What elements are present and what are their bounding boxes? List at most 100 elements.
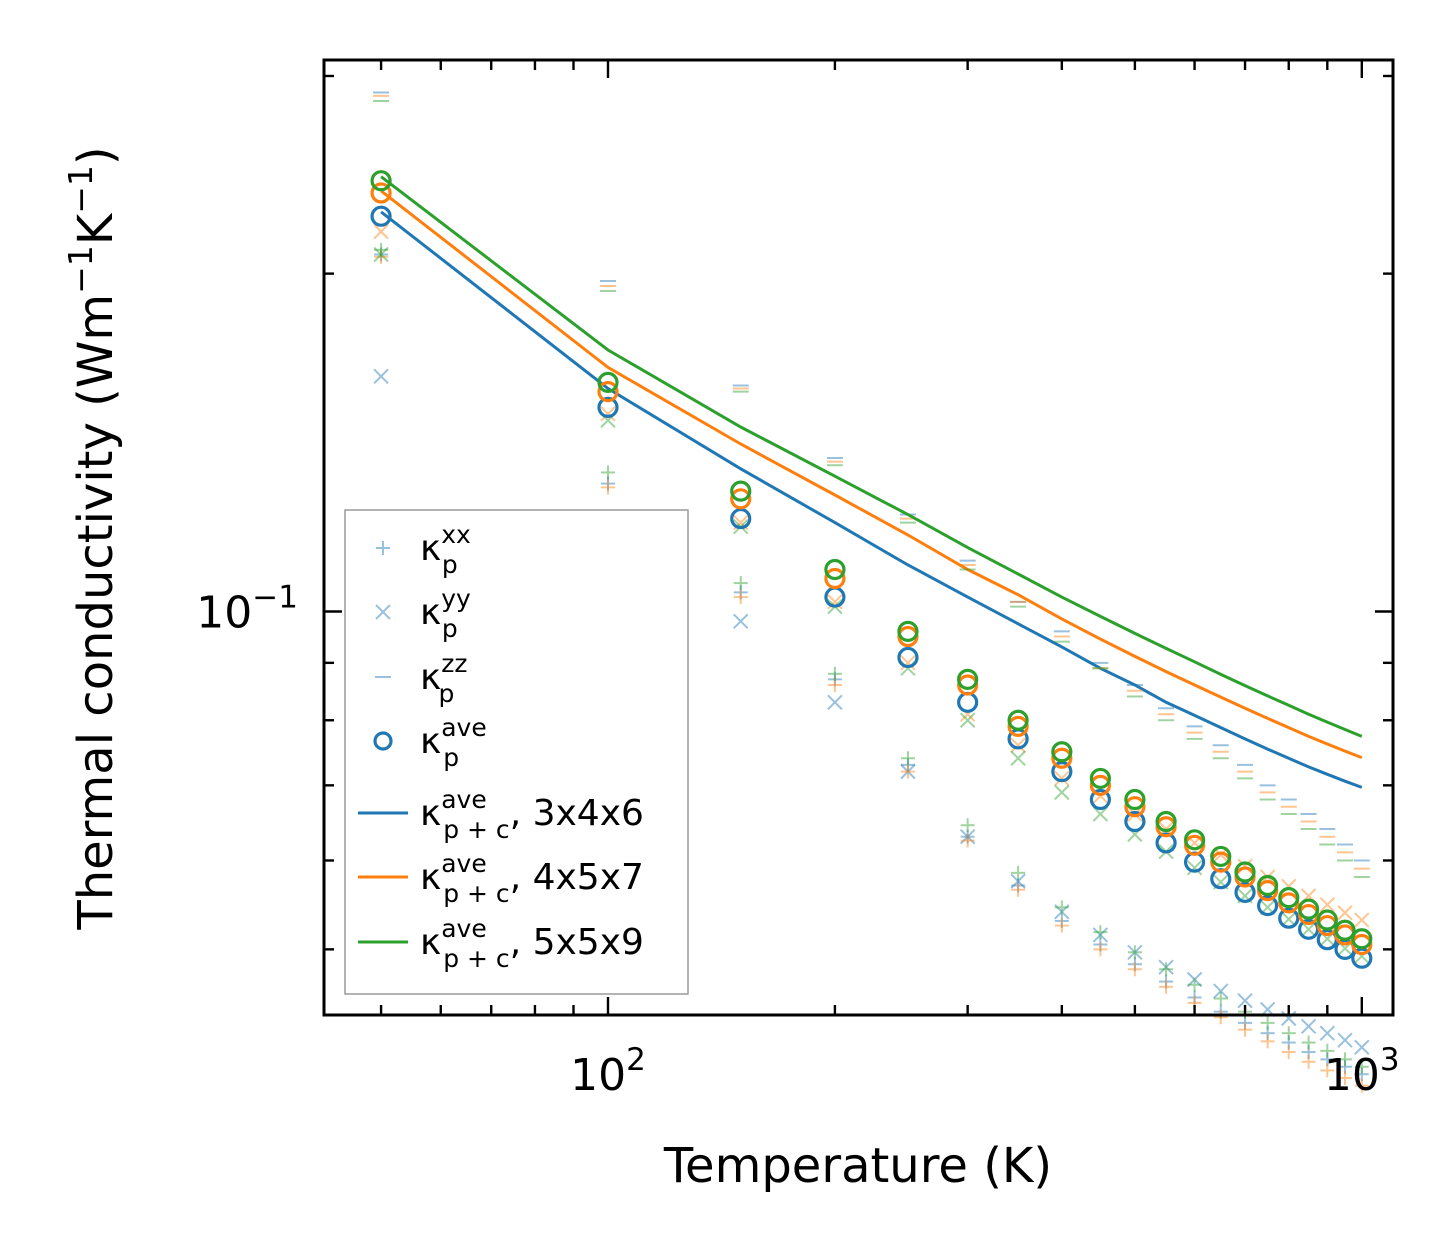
kxx-point: [600, 480, 615, 495]
kave-point: [730, 488, 752, 510]
kave-point: [730, 507, 752, 530]
kave-point: [1124, 796, 1146, 818]
kxx-point: [1320, 1063, 1335, 1078]
kave-point: [824, 558, 846, 581]
kyy-point: [900, 655, 916, 671]
kyy-point: [1127, 944, 1143, 960]
x-axis-label: Temperature (K): [663, 1138, 1052, 1194]
kyy-point: [373, 223, 389, 240]
legend-label: κave p + c, 3x4x6: [420, 785, 644, 844]
kave-point: [1089, 767, 1111, 790]
kxx-point: [827, 678, 842, 693]
kave-point: [897, 620, 919, 642]
kxx-point: [1213, 991, 1228, 1006]
y-tick-label: 10−1: [196, 579, 298, 638]
legend-label: κave p + c, 4x5x7: [420, 849, 644, 908]
kave-point: [1155, 810, 1177, 833]
kxx-point: [1354, 1067, 1369, 1082]
kyy-point: [1010, 750, 1026, 766]
kave-point: [1334, 919, 1356, 941]
kxx-point: [1054, 913, 1069, 928]
kxx-point: [1260, 1015, 1275, 1030]
kxx-point: [1260, 1034, 1275, 1049]
kxx-point: [1281, 1035, 1296, 1050]
kyy-point: [959, 828, 976, 845]
kxx-point: [733, 585, 748, 600]
kyy-point: [373, 246, 389, 263]
kxx-point: [1281, 1026, 1296, 1041]
kyy-point: [1054, 904, 1070, 920]
kave-point: [1297, 898, 1320, 920]
kxx-point: [1054, 900, 1069, 915]
kave-point: [1234, 861, 1256, 883]
kave-point: [1124, 788, 1146, 811]
kave-point: [370, 170, 392, 192]
kyy-point: [900, 763, 916, 780]
kxx-point: [600, 476, 615, 491]
kave-point: [597, 381, 619, 403]
kave-point: [1051, 741, 1073, 763]
kxx-point: [1093, 937, 1108, 952]
kxx-point: [1301, 1035, 1316, 1050]
kyy-point: [600, 406, 616, 422]
legend-label: κxx p: [420, 520, 471, 579]
kxx-point: [900, 751, 915, 766]
kxx-point: [1338, 1059, 1353, 1074]
kyy-point: [1354, 912, 1370, 928]
kxx-point: [1213, 1010, 1228, 1025]
kxx-point: [1159, 979, 1174, 994]
legend-circle-marker: [373, 731, 393, 751]
kyy-point: [1281, 911, 1297, 927]
kxx-point: [1093, 942, 1108, 957]
kave-point: [1210, 845, 1232, 868]
legend-label: κave p + c, 5x5x9: [420, 914, 644, 973]
kyy-point: [1300, 1018, 1317, 1034]
kyy-point: [827, 694, 843, 711]
kave-point: [1278, 887, 1300, 909]
svg-text:Thermal conductivity (Wm−1K−1): Thermal conductivity (Wm−1K−1): [61, 146, 124, 930]
kxx-point: [1159, 974, 1174, 989]
kyy-point: [1337, 1032, 1353, 1048]
kxx-point: [1093, 925, 1108, 940]
plot-marks: [370, 91, 1373, 1093]
kave-point: [1351, 928, 1373, 950]
kxx-point: [1281, 1045, 1296, 1060]
kave-point: [370, 205, 392, 227]
kxx-point: [1338, 1052, 1353, 1067]
kxx-point: [1338, 1071, 1353, 1086]
kyy-point: [1010, 873, 1026, 889]
legend-label: κzz p: [420, 649, 467, 708]
line-4x5x7: [380, 189, 1363, 759]
kxx-point: [1260, 1026, 1275, 1041]
kave-point: [1124, 810, 1146, 833]
kxx-point: [1354, 1059, 1369, 1074]
circles-5x5x9: [370, 170, 1373, 950]
kxx-point: [1011, 865, 1026, 880]
legend-plus-marker: [376, 541, 390, 555]
x-tick-label: 102: [570, 1042, 646, 1101]
kxx-point: [1159, 962, 1174, 977]
kxx-point: [960, 833, 975, 848]
kave-point: [1278, 907, 1300, 929]
kave-point: [1316, 909, 1338, 931]
kxx-point: [1127, 945, 1142, 960]
kyy-point: [373, 368, 389, 385]
kxx-point: [1238, 1022, 1253, 1037]
kxx-point: [1011, 882, 1026, 897]
kave-point: [824, 567, 846, 590]
legend-x-marker: [375, 604, 391, 620]
kyy-point: [733, 613, 749, 630]
kxx-point: [1320, 1043, 1335, 1058]
kyy-point: [1319, 896, 1336, 913]
kyy-point: [1337, 905, 1353, 921]
kxx-point: [1054, 918, 1069, 933]
kxx-point: [374, 249, 389, 264]
kxx-point: [1301, 1045, 1316, 1060]
kyy-point: [1186, 971, 1203, 988]
kyy-point: [1158, 959, 1174, 975]
kave-point: [597, 396, 619, 418]
kyy-point: [1054, 770, 1070, 787]
kxx-point: [1011, 878, 1026, 893]
kxx-point: [733, 576, 748, 591]
